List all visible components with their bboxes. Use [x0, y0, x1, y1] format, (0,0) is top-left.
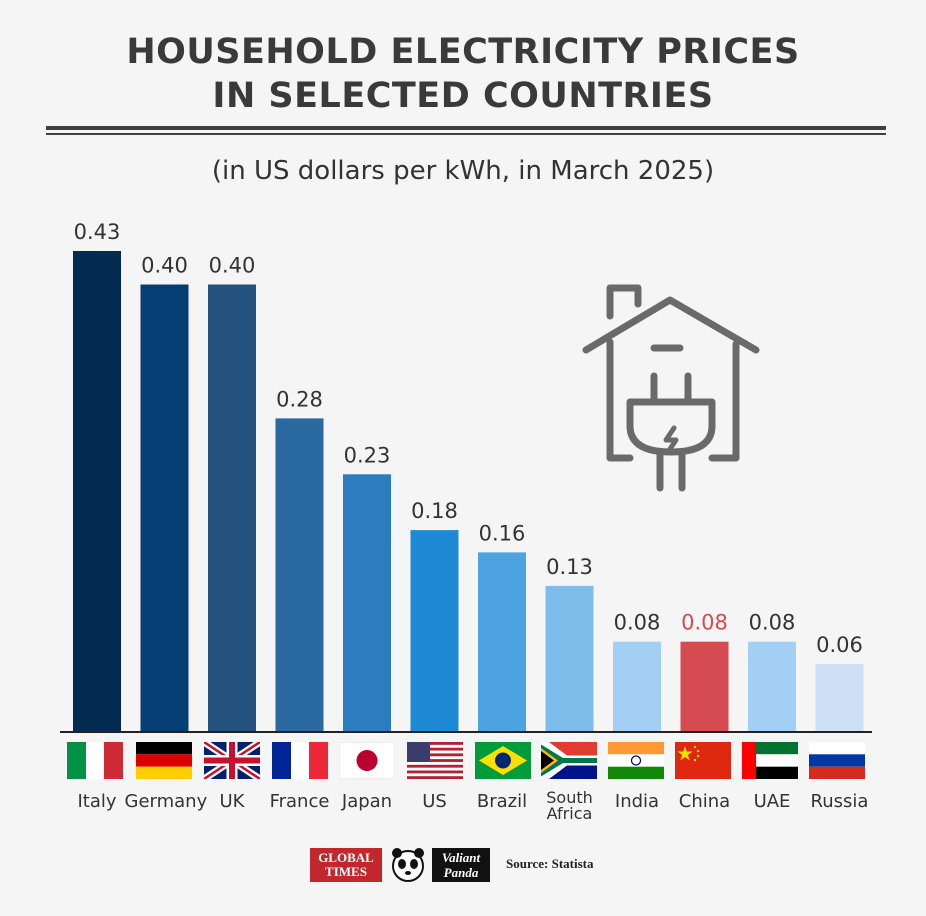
country-label: Italy: [77, 791, 117, 812]
country-label: UAE: [753, 791, 791, 812]
bar-japan: [343, 474, 391, 731]
france-flag: [272, 742, 328, 779]
value-label: 0.40: [141, 254, 188, 278]
country-label: UK: [219, 791, 245, 812]
country-label: India: [614, 791, 660, 812]
bar-uae: [748, 641, 796, 731]
valiant-panda-line: Valiant: [441, 850, 481, 865]
bar-us: [410, 530, 459, 731]
country-label: South Africa: [546, 788, 593, 823]
title-divider: [46, 133, 886, 135]
india-flag: [608, 742, 664, 779]
global-times-logo: GLOBAL TIMES: [310, 848, 382, 882]
value-label: 0.08: [749, 611, 796, 635]
value-label: 0.40: [209, 254, 256, 278]
bar-china: [680, 641, 729, 731]
country-label: Japan: [341, 791, 393, 812]
value-label: 0.13: [546, 555, 593, 579]
country-label: France: [269, 791, 330, 812]
bar-russia: [815, 664, 864, 731]
country-label: US: [422, 791, 447, 812]
bar-india: [613, 641, 661, 731]
country-label: Brazil: [476, 791, 528, 812]
chart-title-line: IN SELECTED COUNTRIES: [212, 76, 714, 116]
value-label: 0.08: [681, 611, 728, 635]
uk-flag: [204, 742, 260, 779]
global-times-logo-line: GLOBAL: [318, 850, 374, 865]
us-flag: [407, 742, 463, 779]
house-plug-icon: [582, 284, 760, 492]
south-africa-flag: [541, 742, 597, 779]
bar-italy: [73, 251, 121, 731]
title-divider: [46, 126, 886, 130]
chart-title: HOUSEHOLD ELECTRICITY PRICES IN SELECTED…: [0, 30, 926, 118]
bar-germany: [140, 284, 189, 731]
value-label: 0.16: [479, 521, 526, 545]
uae-flag: [742, 742, 798, 779]
chart-subtitle: (in US dollars per kWh, in March 2025): [211, 156, 715, 186]
valiant-panda-wordmark: Valiant Panda: [432, 848, 490, 882]
bar-south-africa: [545, 585, 594, 731]
value-label: 0.06: [816, 633, 863, 657]
russia-flag: [809, 742, 865, 779]
value-label: 0.08: [614, 611, 661, 635]
bar-brazil: [478, 552, 526, 731]
value-label: 0.43: [74, 220, 121, 244]
germany-flag: [136, 742, 192, 779]
china-flag: [675, 742, 731, 779]
valiant-panda-line: Panda: [443, 865, 479, 880]
country-label: Germany: [124, 791, 208, 812]
country-label: China: [678, 791, 731, 812]
brazil-flag: [475, 742, 531, 779]
japan-flag: [339, 742, 395, 779]
bar-france: [275, 418, 324, 731]
value-label: 0.18: [411, 499, 458, 523]
valiant-panda-logo: [392, 848, 424, 882]
chart-title-line: HOUSEHOLD ELECTRICITY PRICES: [126, 32, 800, 72]
global-times-logo-line: TIMES: [325, 864, 367, 879]
footer: GLOBAL TIMES Valiant Panda Source: Stati…: [0, 844, 926, 884]
source-note: Source: Statista: [506, 856, 594, 871]
value-label: 0.28: [276, 387, 323, 411]
italy-flag: [67, 742, 123, 779]
value-label: 0.23: [344, 443, 391, 467]
bar-uk: [208, 284, 256, 731]
country-label: Russia: [810, 791, 869, 812]
